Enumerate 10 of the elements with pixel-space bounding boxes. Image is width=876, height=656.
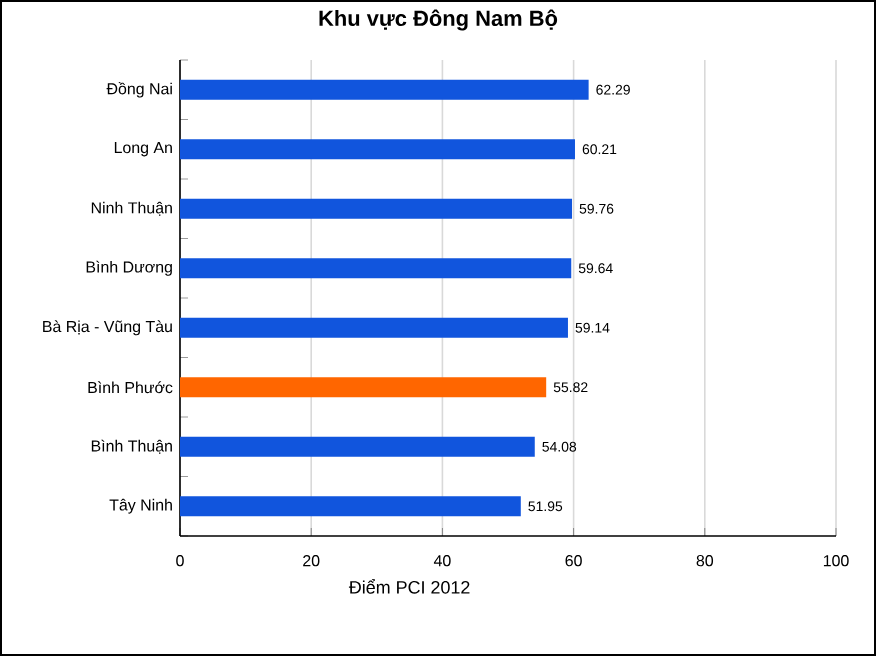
bar [180,79,589,100]
x-axis-title: Điểm PCI 2012 [348,579,470,594]
bar [180,139,575,160]
bar [180,377,547,398]
bar [180,496,521,517]
bar [180,258,572,279]
chart-title: Khu vực Đông Nam Bộ [319,9,558,31]
bar [180,436,535,457]
bar [180,317,568,338]
bar [180,198,573,219]
